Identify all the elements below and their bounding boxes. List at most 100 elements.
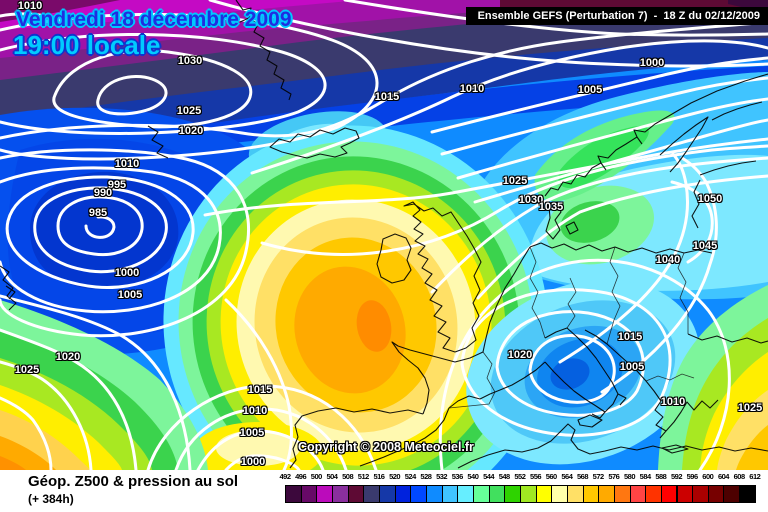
legend-value: 508 xyxy=(342,472,354,481)
legend-color-box xyxy=(457,485,474,503)
legend-color-box xyxy=(598,485,615,503)
legend-value: 536 xyxy=(451,472,464,481)
legend-color-box xyxy=(488,485,506,503)
legend-value: 576 xyxy=(608,472,620,481)
legend-value: 548 xyxy=(498,472,511,481)
isobar-label: 1015 xyxy=(374,91,400,103)
isobar-label: 1010 xyxy=(459,83,485,95)
legend-value: 568 xyxy=(577,472,589,481)
legend-color-box xyxy=(723,485,741,503)
forecast-date-text: Vendredi 18 décembre 2009 xyxy=(16,8,292,31)
legend-color-box xyxy=(566,485,584,503)
isobar-label: 1040 xyxy=(655,254,681,266)
isobar-label: 1005 xyxy=(239,427,265,439)
legend-color-box xyxy=(363,485,380,503)
legend-value: 516 xyxy=(373,472,385,481)
legend-color-box xyxy=(582,485,600,503)
isobar-label: 1005 xyxy=(577,84,603,96)
isobar-label: 1030 xyxy=(518,194,544,206)
forecast-hour: (+ 384h) xyxy=(28,492,74,506)
legend-color-box xyxy=(535,485,553,503)
legend-value: 608 xyxy=(733,472,746,481)
legend-value: 520 xyxy=(389,472,401,481)
isobar-label: 1010 xyxy=(660,396,686,408)
isobar-label: 1020 xyxy=(55,351,81,363)
map-graphic xyxy=(0,0,768,470)
isobar-label: 1000 xyxy=(639,57,665,69)
legend-color-box xyxy=(347,485,365,503)
legend-color-box xyxy=(394,485,412,503)
isobar-label: 1020 xyxy=(507,349,533,361)
legend-value: 500 xyxy=(310,472,323,481)
isobar-label: 1005 xyxy=(619,361,645,373)
legend-value: 596 xyxy=(686,472,699,481)
map-image: 1010 1030 1025 1020 1015 1010 1005 1000 1010 995 9… xyxy=(0,0,768,470)
legend-value: 564 xyxy=(561,472,573,481)
legend-value: 556 xyxy=(530,472,542,481)
legend-value: 528 xyxy=(420,472,432,481)
isobar-label: 1010 xyxy=(17,0,43,12)
isobar-label: 1045 xyxy=(692,240,718,252)
isobar-label: 1025 xyxy=(502,175,528,187)
map-title: Géop. Z500 & pression au sol xyxy=(28,473,239,490)
legend-color-box xyxy=(441,485,459,503)
legend-value: 580 xyxy=(624,472,636,481)
isobar-label: 1010 xyxy=(114,158,140,170)
isobar-label: 1020 xyxy=(178,125,204,137)
country-borders xyxy=(448,246,695,409)
color-scale-legend: 492 496 500 504 508 512 516 520 524 528 532 536 540 5… xyxy=(279,472,767,512)
legend-color-box xyxy=(707,485,725,503)
legend-color-box xyxy=(676,485,694,503)
legend-value: 560 xyxy=(545,472,558,481)
legend-value: 584 xyxy=(639,472,652,481)
legend-color-box xyxy=(739,485,756,503)
legend-value: 524 xyxy=(404,472,417,481)
isobar-label: 1000 xyxy=(240,456,266,468)
bottom-bar: Géop. Z500 & pression au sol (+ 384h) 49… xyxy=(0,470,768,512)
legend-value: 600 xyxy=(702,472,714,481)
legend-color-box xyxy=(692,485,709,503)
legend-value: 532 xyxy=(436,472,448,481)
legend-color-box xyxy=(660,485,678,503)
isobar-label: 1015 xyxy=(617,331,643,343)
isobar-label: 990 xyxy=(93,187,113,199)
legend-color-box xyxy=(519,485,537,503)
legend-color-box xyxy=(425,485,443,503)
legend-value: 592 xyxy=(670,472,683,481)
legend-color-box xyxy=(629,485,647,503)
legend-value: 540 xyxy=(467,472,479,481)
legend-value: 572 xyxy=(592,472,605,481)
legend-color-box xyxy=(378,485,396,503)
legend-color-box xyxy=(645,485,662,503)
legend-color-box xyxy=(316,485,333,503)
isobar-label: 1030 xyxy=(177,55,203,67)
copyright-text: Copyright © 2008 Meteociel.fr xyxy=(298,440,474,454)
isobar-label: 995 xyxy=(107,179,127,191)
isobar-label: 1050 xyxy=(697,193,723,205)
legend-value: 604 xyxy=(717,472,730,481)
legend-value: 492 xyxy=(279,472,291,481)
isobar-label: 1010 xyxy=(242,405,268,417)
legend-color-box xyxy=(285,485,302,503)
legend-color-box xyxy=(410,485,427,503)
legend-color-box xyxy=(551,485,568,503)
isobar-label: 1025 xyxy=(14,364,40,376)
legend-value: 552 xyxy=(514,472,526,481)
coastlines xyxy=(0,0,768,469)
legend-color-box xyxy=(331,485,349,503)
legend-color-box xyxy=(472,485,490,503)
isobar-label: 1025 xyxy=(737,402,763,414)
model-run-info: Ensemble GEFS (Perturbation 7) - 18 Z du… xyxy=(465,7,768,25)
legend-value: 512 xyxy=(357,472,370,481)
isobar-label: 1015 xyxy=(247,384,273,396)
forecast-time-text: 19:00 locale xyxy=(13,30,161,60)
isobar-label: 1000 xyxy=(114,267,140,279)
legend-value: 496 xyxy=(295,472,307,481)
legend-value: 588 xyxy=(655,472,667,481)
isobar-label: 1005 xyxy=(117,289,143,301)
isobar-label: 985 xyxy=(88,207,108,219)
legend-value: 544 xyxy=(483,472,495,481)
legend-color-box xyxy=(613,485,631,503)
legend-value: 612 xyxy=(749,472,761,481)
